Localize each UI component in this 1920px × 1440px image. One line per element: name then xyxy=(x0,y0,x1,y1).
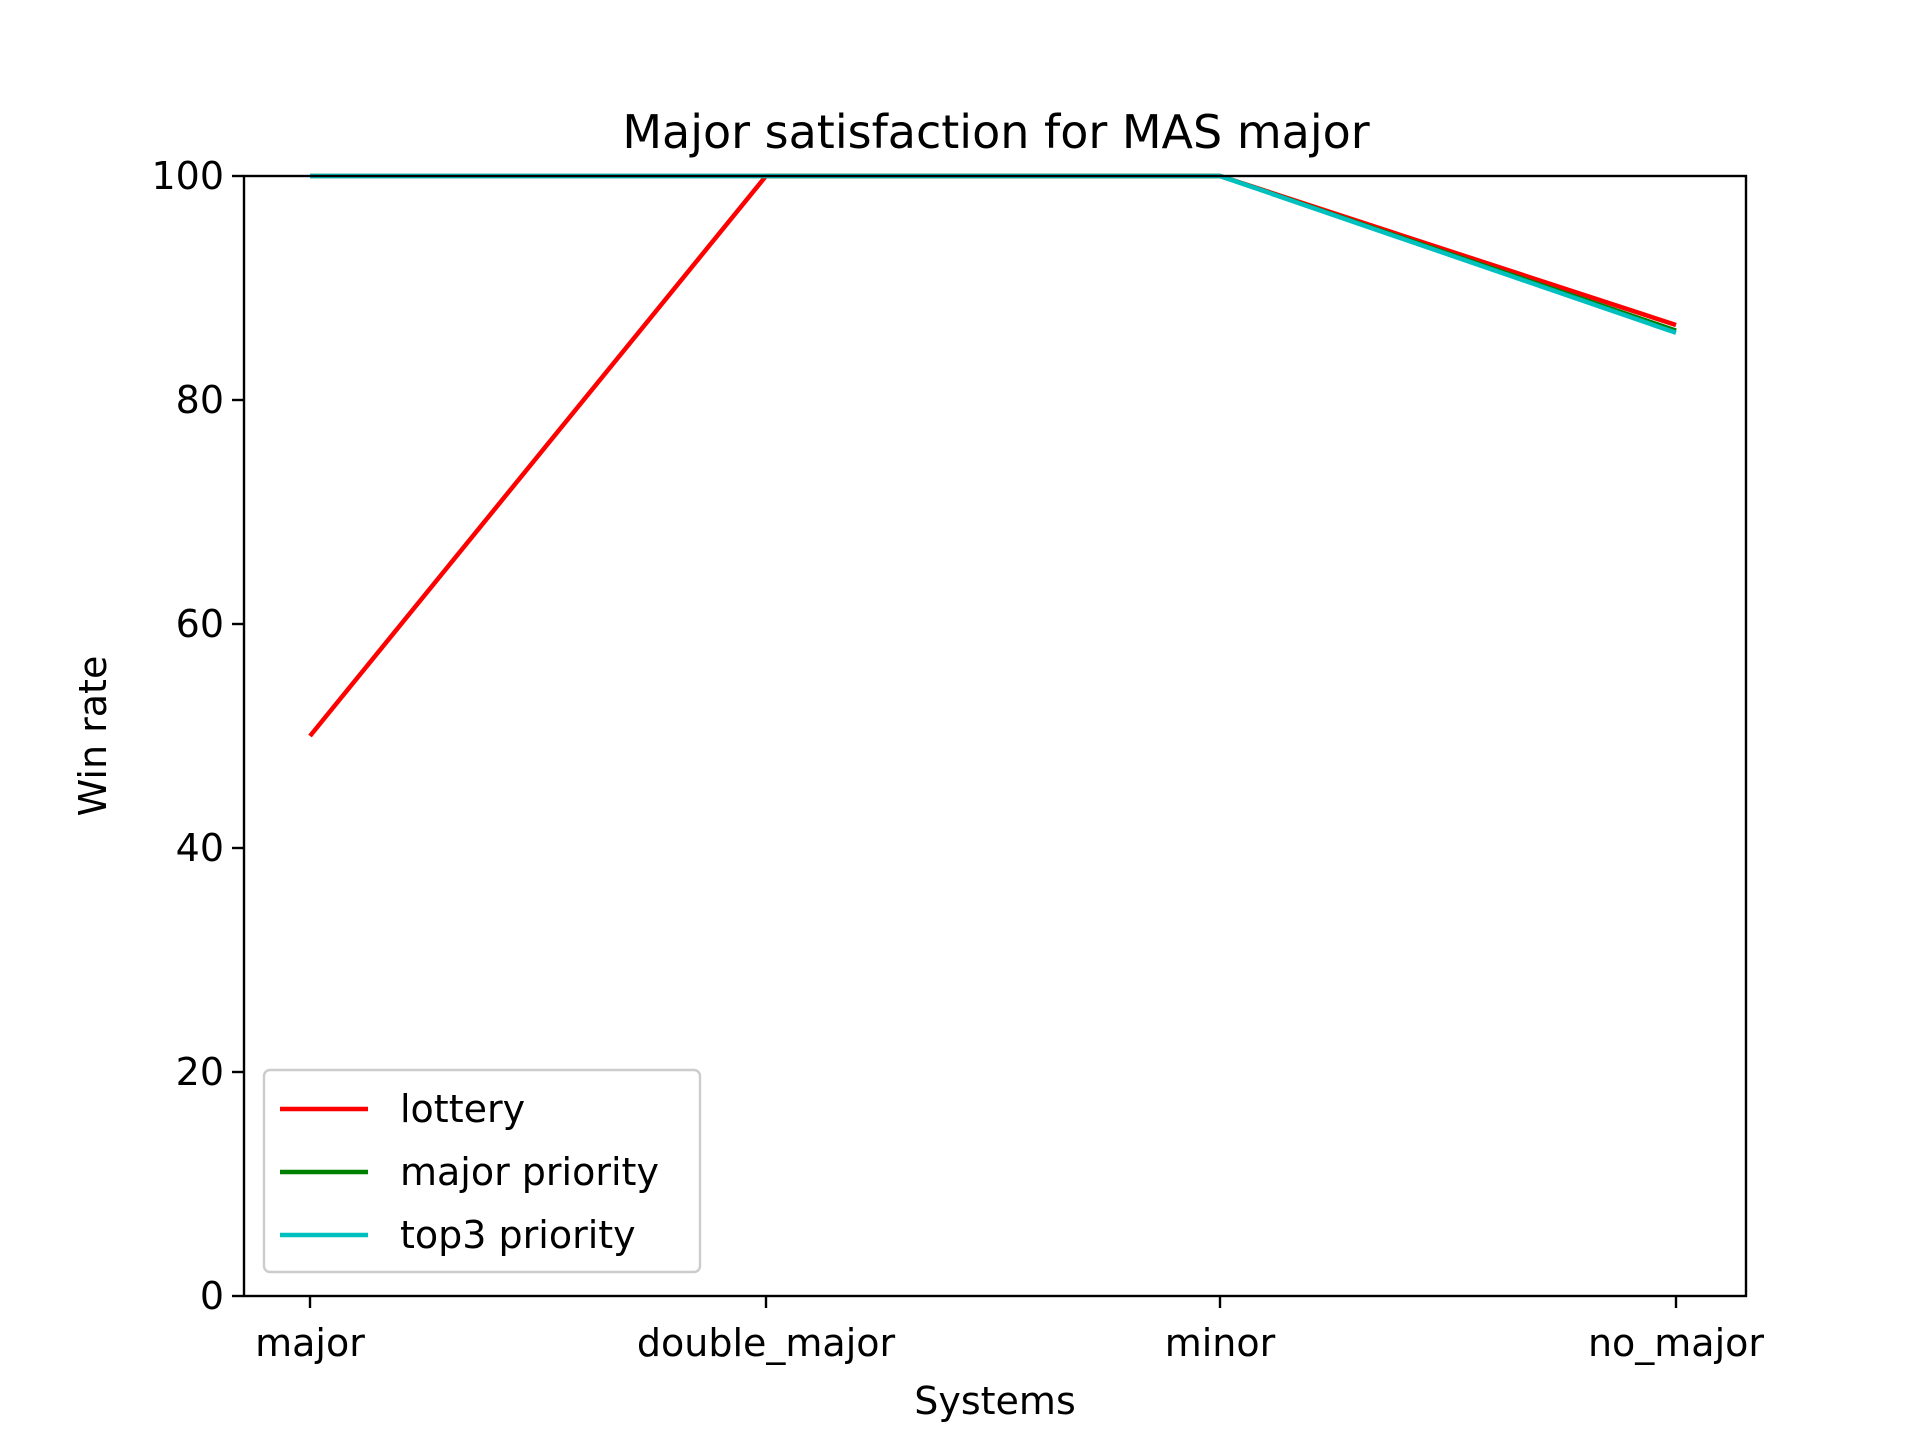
y-axis-label: Win rate xyxy=(71,656,115,817)
x-axis-label: Systems xyxy=(914,1379,1076,1423)
y-tick-label: 40 xyxy=(176,826,224,870)
x-tick-label: double_major xyxy=(637,1321,896,1365)
legend-label: top3 priority xyxy=(400,1213,636,1257)
y-tick-label: 80 xyxy=(176,378,224,422)
y-tick-label: 20 xyxy=(176,1050,224,1094)
y-tick-label: 0 xyxy=(200,1274,224,1318)
x-tick-label: minor xyxy=(1165,1321,1276,1365)
chart-title: Major satisfaction for MAS major xyxy=(622,105,1369,159)
legend: lottery major priority top3 priority xyxy=(264,1070,700,1272)
legend-label: lottery xyxy=(400,1087,525,1131)
y-tick-label: 60 xyxy=(176,602,224,646)
x-tick-label: major xyxy=(255,1321,365,1365)
x-tick-label: no_major xyxy=(1588,1321,1764,1365)
y-tick-label: 100 xyxy=(151,154,224,198)
legend-label: major priority xyxy=(400,1150,659,1194)
